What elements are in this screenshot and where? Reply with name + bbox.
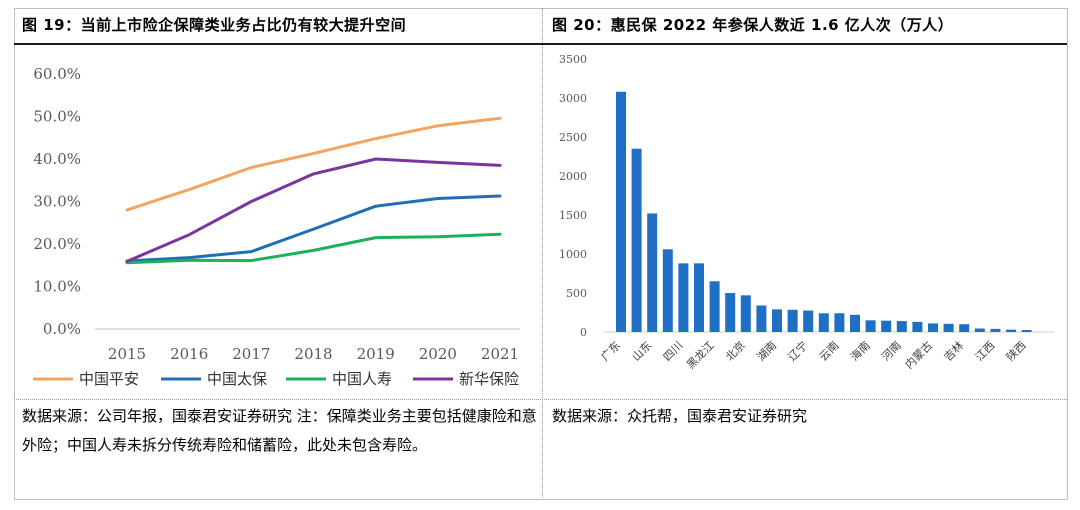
bar — [725, 293, 736, 332]
bar — [1021, 330, 1032, 332]
y-tick-label: 2000 — [559, 170, 587, 183]
left-figure-title: 图 19：当前上市险企保障类业务占比仍有较大提升空间 — [22, 16, 407, 34]
bar — [896, 321, 907, 332]
x-tick-label: 2021 — [481, 345, 519, 363]
legend-label: 中国太保 — [207, 370, 267, 388]
y-tick-label: 2500 — [559, 131, 587, 144]
x-tick-label: 2016 — [170, 345, 208, 363]
line-chart: 0.0% 10.0% 20.0% 30.0% 40.0% 50.0% 60.0% 2015 20… — [33, 65, 520, 388]
y-tick-label: 20.0% — [33, 235, 81, 253]
x-tick-label: 云南 — [817, 339, 842, 364]
bar — [912, 321, 923, 332]
x-tick-label: 黑龙江 — [684, 339, 717, 372]
bar — [787, 309, 798, 332]
source-rule — [14, 399, 1067, 400]
x-tick-label: 2017 — [232, 345, 270, 363]
y-tick-label: 1500 — [559, 209, 587, 222]
legend-label: 新华保险 — [459, 370, 519, 388]
y-tick-label: 40.0% — [33, 150, 81, 168]
y-tick-label: 30.0% — [33, 193, 81, 211]
series-line — [125, 157, 502, 263]
x-tick-label: 2018 — [294, 345, 332, 363]
y-tick-label: 500 — [566, 287, 587, 300]
bar — [631, 148, 642, 332]
bar — [834, 313, 845, 332]
series-line — [125, 116, 502, 212]
y-tick-label: 60.0% — [33, 65, 81, 83]
right-source-note: 数据来源：众托帮，国泰君安证券研究 — [552, 407, 808, 425]
title-rule — [14, 43, 1067, 45]
bar — [678, 263, 689, 332]
bar — [740, 295, 751, 332]
figure-frame — [14, 8, 1068, 500]
left-source-note: 数据来源：公司年报，国泰君安证券研究 注：保障类业务主要包括健康险和意外险；中国… — [22, 407, 537, 454]
y-tick-label: 0 — [580, 326, 587, 339]
x-tick-label: 海南 — [847, 338, 872, 363]
bar — [694, 263, 704, 332]
y-tick-label: 3500 — [559, 53, 587, 66]
bar — [662, 249, 673, 332]
bar — [756, 305, 767, 332]
bar — [772, 309, 782, 332]
x-tick-label: 内蒙古 — [902, 338, 935, 371]
bar — [709, 281, 720, 332]
bar — [959, 324, 970, 332]
bar — [1006, 329, 1016, 332]
bar — [818, 313, 829, 332]
series-line — [125, 232, 502, 265]
x-tick-label: 湖南 — [754, 339, 779, 364]
x-tick-label: 2019 — [357, 345, 395, 363]
bar — [928, 323, 938, 332]
y-tick-label: 50.0% — [33, 108, 81, 126]
legend-label: 中国平安 — [79, 370, 139, 388]
y-tick-label: 0.0% — [43, 320, 81, 338]
x-tick-label: 河南 — [879, 339, 904, 364]
bar — [974, 328, 985, 332]
x-tick-label: 山东 — [630, 339, 655, 364]
bar — [616, 91, 626, 332]
bar — [850, 314, 860, 332]
x-tick-label: 北京 — [722, 338, 747, 363]
bar — [943, 323, 954, 332]
y-tick-label: 3000 — [559, 92, 587, 105]
legend-label: 中国人寿 — [332, 370, 392, 388]
panel-divider — [542, 8, 543, 498]
x-tick-label: 广东 — [598, 339, 623, 364]
right-figure-title: 图 20：惠民保 2022 年参保人数近 1.6 亿人次（万人） — [552, 16, 954, 34]
series-line — [125, 194, 502, 263]
x-tick-label: 陕西 — [1003, 338, 1028, 363]
bar — [990, 328, 1001, 332]
x-tick-label: 辽宁 — [785, 338, 810, 363]
x-tick-label: 江西 — [973, 339, 998, 364]
y-tick-label: 10.0% — [33, 278, 81, 296]
x-tick-label: 2015 — [108, 345, 146, 363]
bar — [865, 320, 876, 332]
bar — [647, 213, 658, 332]
x-tick-label: 吉林 — [941, 338, 966, 363]
y-tick-label: 1000 — [559, 248, 587, 261]
bar-chart: 0 500 1000 1500 2000 2500 3000 3500 广东 山东 四川黑龙江 北京湖… — [559, 53, 1054, 372]
bar — [881, 320, 892, 332]
x-tick-label: 2020 — [419, 345, 457, 363]
x-tick-label: 四川 — [661, 339, 686, 364]
bar — [803, 310, 814, 332]
